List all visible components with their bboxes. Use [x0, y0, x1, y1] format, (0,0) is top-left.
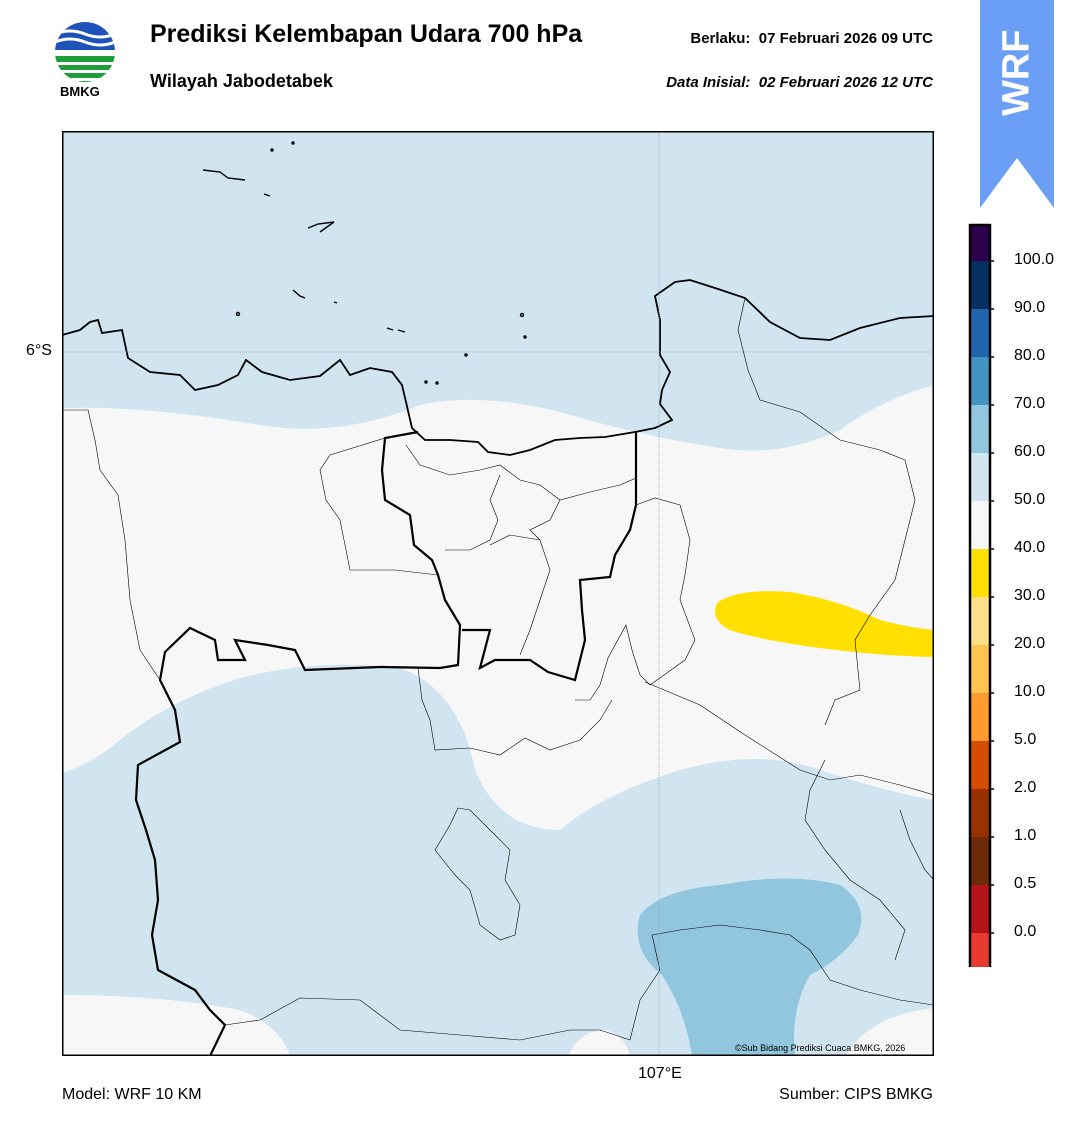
colorbar-tick-label: 10.0	[1014, 683, 1046, 700]
colorbar	[968, 223, 994, 967]
colorbar-tick-label: 30.0	[1014, 587, 1046, 604]
colorbar-segment	[970, 453, 990, 501]
init-time: Data Inisial: 02 Februari 2026 12 UTC	[666, 74, 933, 91]
colorbar-tick-label: 70.0	[1014, 395, 1046, 412]
colorbar-tick-label: 5.0	[1014, 731, 1037, 748]
logo-text: BMKG	[60, 84, 100, 99]
humidity-map	[62, 131, 934, 1056]
colorbar-tick-label: 100.0	[1014, 251, 1055, 268]
colorbar-segment	[970, 261, 990, 309]
copyright-text: ©Sub Bidang Prediksi Cuaca BMKG, 2026	[735, 1043, 906, 1053]
province-border-east	[462, 432, 638, 682]
province-border	[134, 430, 462, 1056]
colorbar-segment	[970, 405, 990, 453]
colorbar-tick-label: 80.0	[1014, 347, 1046, 364]
field-30-40	[714, 591, 934, 657]
valid-label: Berlaku:	[690, 30, 751, 47]
regency-borders	[62, 297, 934, 1041]
lon-tick-label: 107°E	[638, 1065, 682, 1082]
field-70-80	[637, 878, 862, 1056]
colorbar-tick-label: 90.0	[1014, 299, 1046, 316]
colorbar-segment	[970, 357, 990, 405]
colorbar-segment	[970, 309, 990, 357]
valid-value: 07 Februari 2026 09 UTC	[758, 30, 933, 47]
field-50-60-bottom-mid	[568, 1030, 630, 1056]
colorbar-tick-label: 0.0	[1014, 923, 1037, 940]
colorbar-segment	[970, 549, 990, 597]
colorbar-segment	[970, 645, 990, 693]
colorbar-segment	[970, 225, 990, 261]
thousand-islands	[202, 141, 527, 385]
colorbar-segment	[970, 741, 990, 789]
valid-time: Berlaku: 07 Februari 2026 09 UTC	[690, 30, 933, 47]
colorbar-segment	[970, 933, 990, 967]
init-value: 02 Februari 2026 12 UTC	[758, 74, 933, 91]
wrf-badge-text: WRF	[995, 29, 1038, 117]
colorbar-segment	[970, 789, 990, 837]
field-50-60-bottom-left	[62, 995, 290, 1056]
colorbar-segment	[970, 597, 990, 645]
colorbar-tick-label: 1.0	[1014, 827, 1037, 844]
lat-tick-label: 6°S	[26, 342, 52, 359]
source-label: Sumber: CIPS BMKG	[779, 1086, 933, 1103]
field-50-60-bottom-right	[845, 1008, 934, 1056]
colorbar-tick-label: 2.0	[1014, 779, 1037, 796]
init-label: Data Inisial:	[666, 74, 751, 91]
field-50-60-band	[62, 385, 934, 830]
colorbar-segment	[970, 837, 990, 885]
coastline	[62, 279, 934, 456]
colorbar-segment	[970, 693, 990, 741]
wrf-badge	[980, 0, 1054, 208]
bmkg-logo-emblem	[55, 22, 115, 82]
region-subtitle: Wilayah Jabodetabek	[150, 71, 333, 91]
colorbar-segment	[970, 501, 990, 549]
colorbar-tick-label: 50.0	[1014, 491, 1046, 508]
model-label: Model: WRF 10 KM	[62, 1086, 202, 1103]
colorbar-tick-label: 20.0	[1014, 635, 1046, 652]
bmkg-logo: BMKG	[52, 20, 118, 100]
colorbar-tick-label: 0.5	[1014, 875, 1037, 892]
colorbar-segment	[970, 885, 990, 933]
colorbar-border	[968, 223, 992, 967]
colorbar-tick-label: 60.0	[1014, 443, 1046, 460]
colorbar-tick-label: 40.0	[1014, 539, 1046, 556]
chart-title: Prediksi Kelembapan Udara 700 hPa	[150, 20, 583, 48]
wrf-badge-shape	[980, 0, 1054, 208]
